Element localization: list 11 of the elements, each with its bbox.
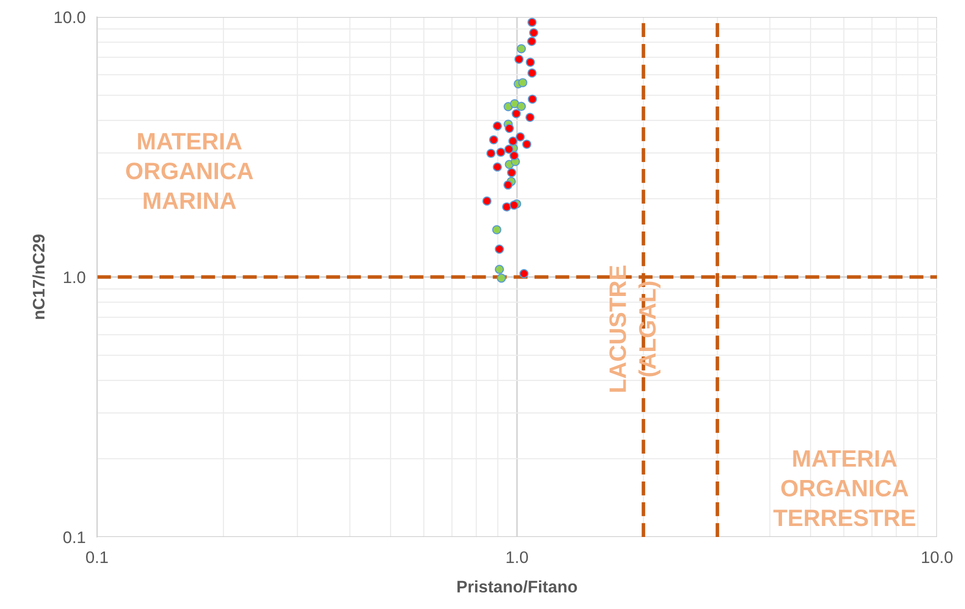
y-axis-title: nC17/nC29 <box>32 234 45 319</box>
x-tick-label: 10.0 <box>922 551 953 564</box>
x-axis-title: Pristano/Fitano <box>457 580 578 593</box>
y-tick-label: 0.1 <box>63 531 86 544</box>
x-tick-label: 1.0 <box>506 551 528 564</box>
y-tick-label: 1.0 <box>64 271 86 284</box>
annotation: LACUSTRE (ALGAL) <box>609 266 660 392</box>
annotation: MATERIA ORGANICA MARINA <box>126 133 254 209</box>
y-tick-label: 10.0 <box>54 11 86 24</box>
x-tick-label: 0.1 <box>86 551 108 564</box>
annotation: MATERIA ORGANICA TERRESTRE <box>773 450 916 526</box>
